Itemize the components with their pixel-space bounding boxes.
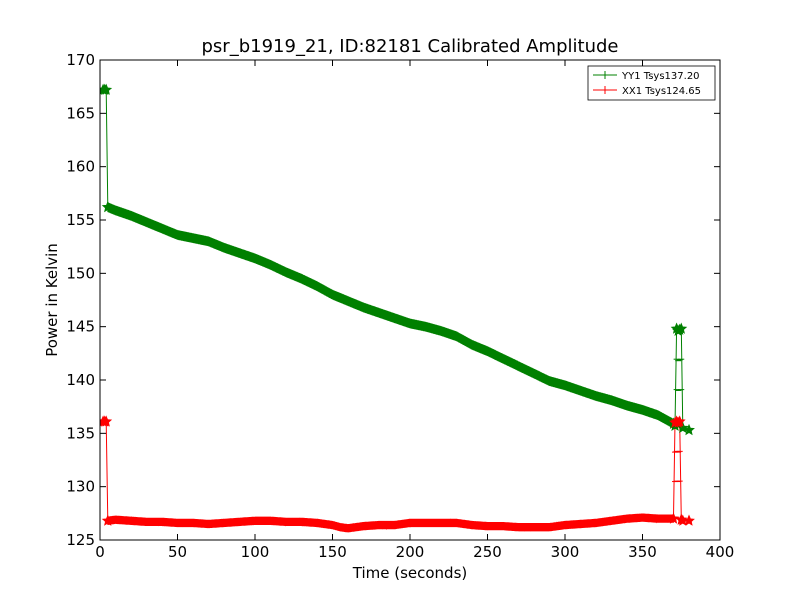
legend-label: XX1 Tsys124.65: [622, 86, 701, 97]
y-tick-label: 145: [66, 318, 95, 336]
chart-title: psr_b1919_21, ID:82181 Calibrated Amplit…: [202, 36, 619, 57]
x-tick-label: 200: [396, 543, 425, 561]
data-marker: [667, 512, 680, 524]
x-tick-label: 300: [551, 543, 580, 561]
x-tick-label: 0: [95, 543, 105, 561]
legend-label: YY1 Tsys137.20: [621, 71, 700, 82]
y-axis: 125 130 135 140 145 150 155 160 165 170: [66, 51, 720, 549]
y-tick-label: 135: [66, 424, 95, 442]
legend-box: [587, 65, 716, 101]
y-tick-label: 140: [66, 371, 95, 389]
marker-layer: [100, 83, 695, 526]
x-axis: 0 50 100 150 200 250 300 350 400: [95, 60, 734, 561]
data-marker: [101, 200, 114, 213]
y-tick-label: 165: [66, 104, 95, 122]
x-tick-label: 350: [628, 543, 657, 561]
y-tick-label: 150: [66, 264, 95, 282]
x-tick-label: 400: [706, 543, 735, 561]
series-band: [107, 202, 674, 429]
x-tick-label: 100: [241, 543, 270, 561]
data-marker: [100, 83, 113, 95]
series-line: [103, 89, 690, 431]
y-tick-label: 170: [66, 51, 95, 69]
data-marker: [683, 514, 695, 526]
y-axis-title: Power in Kelvin: [43, 243, 61, 357]
series-band: [107, 513, 674, 533]
x-axis-title: Time (seconds): [352, 564, 468, 582]
x-tick-label: 150: [318, 543, 347, 561]
y-tick-label: 160: [66, 158, 95, 176]
y-tick-label: 130: [66, 478, 95, 496]
series-layer: [103, 89, 690, 533]
plot-frame: [99, 59, 721, 541]
data-marker: [675, 322, 688, 334]
y-tick-label: 125: [66, 531, 95, 549]
y-tick-label: 155: [66, 211, 95, 229]
plot-area: [99, 59, 721, 541]
data-marker: [100, 415, 113, 427]
data-marker: [101, 514, 114, 526]
x-tick-label: 250: [473, 543, 502, 561]
data-marker: [673, 415, 686, 427]
series-line: [103, 420, 689, 533]
x-tick-label: 50: [168, 543, 187, 561]
legend: YY1 Tsys137.20 XX1 Tsys124.65: [587, 65, 716, 101]
